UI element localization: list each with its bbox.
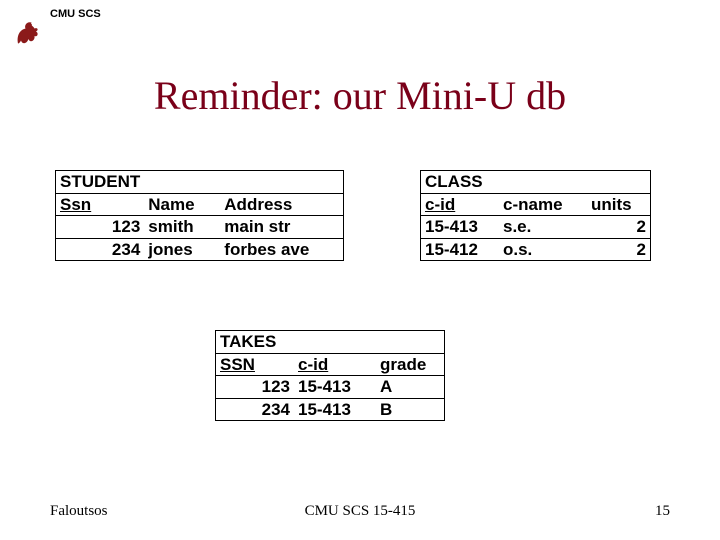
table-cell: STUDENT [56, 171, 145, 194]
table-cell: 2 [587, 238, 651, 261]
cmu-griffin-icon [12, 18, 42, 48]
table-cell: CLASS [421, 171, 500, 194]
table-cell: units [587, 193, 651, 216]
table-cell: 15-413 [294, 398, 376, 421]
table-cell: smith [144, 216, 220, 239]
table-cell [376, 331, 445, 354]
table-cell: A [376, 376, 445, 399]
table-cell: Name [144, 193, 220, 216]
table-cell: 123 [216, 376, 295, 399]
table-cell: c-id [421, 193, 500, 216]
table-cell: B [376, 398, 445, 421]
footer-course: CMU SCS 15-415 [0, 503, 720, 520]
table-cell: c-name [499, 193, 587, 216]
table-cell: 15-413 [421, 216, 500, 239]
table-cell: Ssn [56, 193, 145, 216]
table-cell: 15-412 [421, 238, 500, 261]
header-label: CMU SCS [50, 8, 101, 20]
table-cell: s.e. [499, 216, 587, 239]
class-table: CLASSc-idc-nameunits 15-413s.e.2 15-412o.s… [420, 170, 651, 261]
table-cell: 234 [56, 238, 145, 261]
table-cell [144, 171, 220, 194]
table-cell: forbes ave [220, 238, 344, 261]
table-cell: TAKES [216, 331, 295, 354]
table-cell: c-id [294, 353, 376, 376]
table-cell: Address [220, 193, 344, 216]
table-cell: grade [376, 353, 445, 376]
table-cell [587, 171, 651, 194]
table-cell [294, 331, 376, 354]
takes-table: TAKESSSNc-idgrade 12315-413A 23415-413B [215, 330, 445, 421]
table-cell: 123 [56, 216, 145, 239]
table-cell: jones [144, 238, 220, 261]
table-cell: 15-413 [294, 376, 376, 399]
table-cell: SSN [216, 353, 295, 376]
table-cell [220, 171, 344, 194]
table-cell [499, 171, 587, 194]
table-cell: o.s. [499, 238, 587, 261]
table-cell: 234 [216, 398, 295, 421]
student-table: STUDENTSsnNameAddress 123smithmain str 234… [55, 170, 344, 261]
table-cell: main str [220, 216, 344, 239]
slide-title: Reminder: our Mini-U db [0, 72, 720, 119]
table-cell: 2 [587, 216, 651, 239]
footer-slide-num: 15 [655, 503, 670, 520]
